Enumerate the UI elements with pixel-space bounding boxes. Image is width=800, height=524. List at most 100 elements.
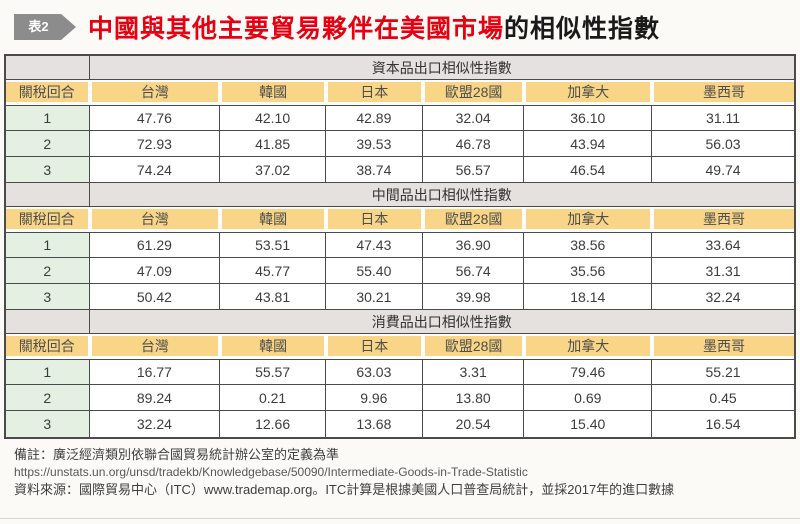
value-cell: 55.40 xyxy=(325,258,423,284)
page-title: 中國與其他主要貿易夥伴在美國市場的相似性指數 xyxy=(88,9,660,45)
value-cell: 89.24 xyxy=(89,385,221,411)
table-row: 2 89.24 0.21 9.96 13.80 0.69 0.45 xyxy=(6,385,794,411)
title-tail: 的相似性指數 xyxy=(504,16,661,43)
partner-header-japan: 日本 xyxy=(325,334,423,359)
round-cell: 3 xyxy=(6,284,90,310)
value-cell: 3.31 xyxy=(422,359,525,385)
value-cell: 46.78 xyxy=(422,131,525,157)
partner-header-korea: 韓國 xyxy=(220,207,326,232)
section-title-row: 資本品出口相似性指數 xyxy=(6,56,794,80)
value-cell: 9.96 xyxy=(325,385,423,411)
corner-cell xyxy=(6,183,90,207)
value-cell: 12.66 xyxy=(220,411,326,437)
partner-header-canada: 加拿大 xyxy=(524,207,653,232)
value-cell: 32.24 xyxy=(652,284,794,310)
footnotes: 備註：廣泛經濟類別依聯合國貿易統計辦公室的定義為準 https://unstat… xyxy=(4,439,796,500)
partner-header-canada: 加拿大 xyxy=(524,80,653,105)
table-row: 2 47.09 45.77 55.40 56.74 35.56 31.31 xyxy=(6,258,794,284)
value-cell: 0.45 xyxy=(652,385,794,411)
round-header: 關稅回合 xyxy=(6,207,90,232)
partner-header-mexico: 墨西哥 xyxy=(652,207,794,232)
round-header: 關稅回合 xyxy=(6,334,90,359)
round-header: 關稅回合 xyxy=(6,80,90,105)
value-cell: 50.42 xyxy=(89,284,221,310)
value-cell: 61.29 xyxy=(89,232,221,258)
table-row: 1 47.76 42.10 42.89 32.04 36.10 31.11 xyxy=(6,105,794,131)
table-row: 2 72.93 41.85 39.53 46.78 43.94 56.03 xyxy=(6,131,794,157)
value-cell: 53.51 xyxy=(220,232,326,258)
partner-header-taiwan: 台灣 xyxy=(89,80,221,105)
value-cell: 56.57 xyxy=(422,157,525,183)
similarity-table: 資本品出口相似性指數 關稅回合 台灣 韓國 日本 歐盟28國 加拿大 墨西哥 1… xyxy=(4,54,796,439)
value-cell: 36.10 xyxy=(524,105,653,131)
value-cell: 30.21 xyxy=(325,284,423,310)
value-cell: 55.21 xyxy=(652,359,794,385)
round-cell: 2 xyxy=(6,385,90,411)
section-title-row: 消費品出口相似性指數 xyxy=(6,310,794,334)
round-cell: 1 xyxy=(6,232,90,258)
value-cell: 38.56 xyxy=(524,232,653,258)
source-url: https://unstats.un.org/unsd/tradekb/Know… xyxy=(14,465,528,480)
table-row: 1 16.77 55.57 63.03 3.31 79.46 55.21 xyxy=(6,359,794,385)
value-cell: 16.54 xyxy=(652,411,794,437)
table-row: 1 61.29 53.51 47.43 36.90 38.56 33.64 xyxy=(6,232,794,258)
partner-header-eu28: 歐盟28國 xyxy=(422,334,525,359)
round-cell: 2 xyxy=(6,258,90,284)
value-cell: 13.68 xyxy=(325,411,423,437)
section-title: 消費品出口相似性指數 xyxy=(89,310,794,334)
value-cell: 43.94 xyxy=(524,131,653,157)
value-cell: 42.89 xyxy=(325,105,423,131)
round-cell: 3 xyxy=(6,411,90,437)
value-cell: 20.54 xyxy=(422,411,525,437)
partner-header-japan: 日本 xyxy=(325,207,423,232)
title-highlight: 中國與其他主要貿易夥伴在美國市場 xyxy=(88,16,505,43)
value-cell: 32.24 xyxy=(89,411,221,437)
value-cell: 0.21 xyxy=(220,385,326,411)
value-cell: 55.57 xyxy=(220,359,326,385)
partner-header-eu28: 歐盟28國 xyxy=(422,207,525,232)
value-cell: 42.10 xyxy=(220,105,326,131)
partner-header-eu28: 歐盟28國 xyxy=(422,80,525,105)
value-cell: 31.11 xyxy=(652,105,794,131)
column-header-row: 關稅回合 台灣 韓國 日本 歐盟28國 加拿大 墨西哥 xyxy=(6,80,794,105)
value-cell: 56.03 xyxy=(652,131,794,157)
partner-header-mexico: 墨西哥 xyxy=(652,80,794,105)
value-cell: 16.77 xyxy=(89,359,221,385)
value-cell: 45.77 xyxy=(220,258,326,284)
partner-header-korea: 韓國 xyxy=(220,334,326,359)
value-cell: 47.76 xyxy=(89,105,221,131)
value-cell: 47.43 xyxy=(325,232,423,258)
value-cell: 72.93 xyxy=(89,131,221,157)
table-row: 3 32.24 12.66 13.68 20.54 15.40 16.54 xyxy=(6,411,794,437)
bottom-divider xyxy=(0,518,800,519)
value-cell: 37.02 xyxy=(220,157,326,183)
table-row: 3 50.42 43.81 30.21 39.98 18.14 32.24 xyxy=(6,284,794,310)
section-title-row: 中間品出口相似性指數 xyxy=(6,183,794,207)
value-cell: 18.14 xyxy=(524,284,653,310)
partner-header-mexico: 墨西哥 xyxy=(652,334,794,359)
partner-header-japan: 日本 xyxy=(325,80,423,105)
value-cell: 47.09 xyxy=(89,258,221,284)
column-header-row: 關稅回合 台灣 韓國 日本 歐盟28國 加拿大 墨西哥 xyxy=(6,334,794,359)
value-cell: 31.31 xyxy=(652,258,794,284)
value-cell: 35.56 xyxy=(524,258,653,284)
round-cell: 1 xyxy=(6,105,90,131)
value-cell: 41.85 xyxy=(220,131,326,157)
round-cell: 2 xyxy=(6,131,90,157)
round-cell: 3 xyxy=(6,157,90,183)
corner-cell xyxy=(6,310,90,334)
value-cell: 39.98 xyxy=(422,284,525,310)
section-title: 中間品出口相似性指數 xyxy=(89,183,794,207)
value-cell: 43.81 xyxy=(220,284,326,310)
value-cell: 33.64 xyxy=(652,232,794,258)
table-row: 3 74.24 37.02 38.74 56.57 46.54 49.74 xyxy=(6,157,794,183)
value-cell: 49.74 xyxy=(652,157,794,183)
value-cell: 38.74 xyxy=(325,157,423,183)
value-cell: 46.54 xyxy=(524,157,653,183)
source-line: 資料來源：國際貿易中心（ITC）www.trademap.org。ITC計算是根… xyxy=(14,482,675,498)
partner-header-korea: 韓國 xyxy=(220,80,326,105)
value-cell: 39.53 xyxy=(325,131,423,157)
note-line: 備註：廣泛經濟類別依聯合國貿易統計辦公室的定義為準 xyxy=(14,447,340,462)
partner-header-taiwan: 台灣 xyxy=(89,334,221,359)
